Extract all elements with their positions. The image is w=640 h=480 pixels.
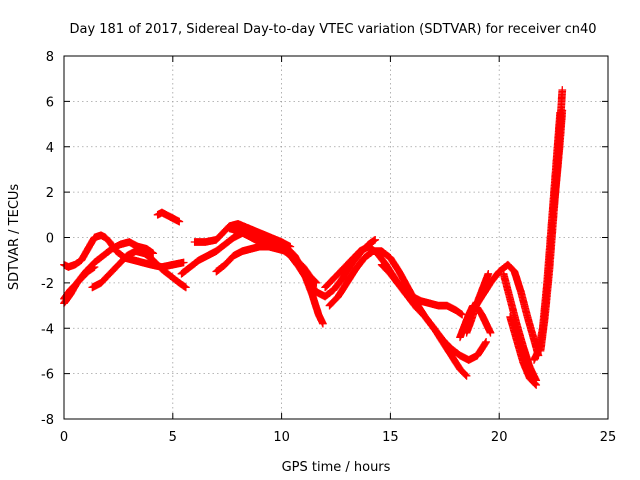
series-satellite-o [469,260,543,360]
x-tick-label: 15 [382,430,399,445]
y-tick-label: 0 [46,232,54,247]
marker-trace [153,208,184,226]
series-satellite-l [377,260,490,364]
y-tick-label: -8 [41,413,54,428]
axis-ticks [63,55,609,420]
marker-trace [377,260,490,364]
grid [64,56,608,419]
x-axis-label: GPS time / hours [282,460,391,475]
x-tick-label: 0 [60,430,68,445]
y-tick-label: -4 [41,322,54,337]
x-tick-label: 10 [273,430,290,445]
series-satellite-d [153,208,184,226]
y-tick-label: 8 [46,50,54,65]
series-satellite-p [499,269,541,385]
y-tick-labels: -8 -6 -4 -2 0 2 4 6 8 [41,50,54,428]
y-tick-label: 6 [46,95,54,110]
y-tick-label: 2 [46,186,54,201]
marker-trace [469,260,543,360]
chart-title: Day 181 of 2017, Sidereal Day-to-day VTE… [69,22,596,37]
marker-trace [499,269,541,385]
y-tick-label: 4 [46,141,54,156]
x-tick-label: 5 [169,430,177,445]
marker-trace [506,313,541,389]
y-axis-label: SDTVAR / TECUs [7,184,22,291]
series-satellite-e [88,247,190,292]
marker-trace [88,247,190,292]
x-tick-labels: 0 5 10 15 20 25 [60,430,616,445]
y-tick-label: -6 [41,368,54,383]
series-satellite-t [549,106,567,215]
series-satellite-q [506,313,541,389]
x-tick-label: 20 [491,430,508,445]
y-tick-label: -2 [41,277,54,292]
x-tick-label: 25 [600,430,617,445]
marker-trace [549,106,567,215]
